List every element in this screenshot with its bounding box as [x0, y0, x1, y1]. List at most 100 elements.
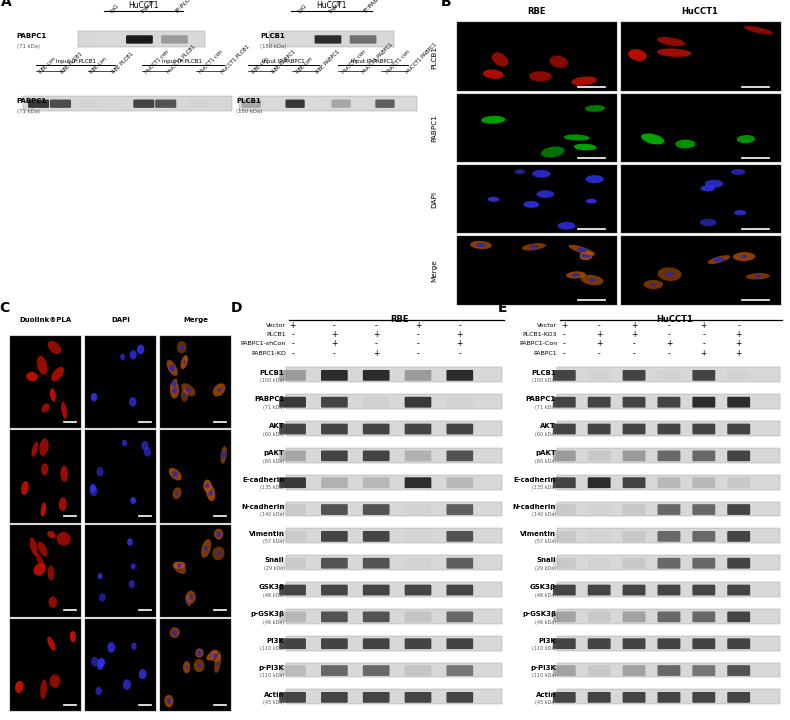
Circle shape: [167, 698, 171, 704]
Text: +: +: [373, 330, 379, 339]
FancyBboxPatch shape: [692, 504, 715, 515]
Bar: [558, 421, 781, 436]
Text: AKT: AKT: [540, 423, 556, 429]
Text: RBE con: RBE con: [89, 56, 107, 75]
FancyBboxPatch shape: [657, 370, 680, 381]
Ellipse shape: [206, 650, 217, 660]
Text: (150 kDa): (150 kDa): [260, 45, 287, 50]
Ellipse shape: [40, 680, 47, 699]
Ellipse shape: [214, 528, 224, 540]
Text: PLCB1: PLCB1: [260, 33, 284, 39]
Text: -: -: [458, 320, 461, 330]
Circle shape: [97, 662, 103, 670]
Text: AKT: AKT: [269, 423, 284, 429]
Text: D: D: [231, 301, 242, 315]
Circle shape: [701, 185, 715, 192]
Text: DAPI: DAPI: [111, 318, 130, 323]
Circle shape: [523, 201, 539, 208]
Text: +: +: [596, 330, 602, 339]
FancyBboxPatch shape: [363, 397, 389, 408]
Text: PLCB1: PLCB1: [260, 369, 284, 376]
FancyBboxPatch shape: [657, 531, 680, 541]
Ellipse shape: [206, 484, 215, 501]
FancyBboxPatch shape: [623, 639, 645, 649]
FancyBboxPatch shape: [728, 477, 750, 488]
FancyBboxPatch shape: [623, 531, 645, 541]
Text: Snail: Snail: [265, 557, 284, 564]
FancyBboxPatch shape: [657, 477, 680, 488]
Text: -: -: [292, 330, 294, 339]
Ellipse shape: [47, 565, 55, 580]
Bar: [286, 367, 502, 382]
Circle shape: [120, 354, 125, 360]
Ellipse shape: [220, 446, 227, 464]
Text: (140 kDa): (140 kDa): [261, 512, 284, 517]
FancyBboxPatch shape: [588, 558, 611, 569]
Circle shape: [179, 345, 183, 349]
Ellipse shape: [185, 595, 191, 606]
Ellipse shape: [641, 133, 664, 145]
Text: HuCCT1: HuCCT1: [682, 6, 719, 16]
Text: (46 kDa): (46 kDa): [535, 620, 556, 624]
Circle shape: [208, 490, 213, 495]
Bar: [558, 689, 781, 704]
FancyBboxPatch shape: [692, 692, 715, 703]
FancyBboxPatch shape: [446, 692, 473, 703]
Text: -: -: [374, 339, 378, 348]
Circle shape: [216, 551, 220, 556]
FancyBboxPatch shape: [623, 692, 645, 703]
Circle shape: [107, 642, 115, 652]
Bar: [558, 662, 781, 678]
Circle shape: [529, 245, 539, 249]
Ellipse shape: [164, 695, 174, 707]
FancyBboxPatch shape: [623, 611, 645, 622]
Ellipse shape: [50, 674, 60, 688]
FancyBboxPatch shape: [692, 665, 715, 676]
Text: (60 kDa): (60 kDa): [264, 432, 284, 437]
Ellipse shape: [181, 383, 195, 396]
FancyBboxPatch shape: [279, 639, 306, 649]
Ellipse shape: [169, 468, 182, 480]
FancyBboxPatch shape: [446, 639, 473, 649]
Ellipse shape: [657, 37, 685, 46]
Circle shape: [476, 243, 486, 247]
FancyBboxPatch shape: [404, 397, 431, 408]
Bar: [558, 636, 781, 650]
FancyBboxPatch shape: [279, 611, 306, 622]
Text: -: -: [633, 339, 635, 348]
Text: RBE: RBE: [527, 6, 545, 16]
Ellipse shape: [213, 383, 226, 397]
Text: Input IP:PABPC1: Input IP:PABPC1: [352, 59, 394, 64]
Circle shape: [731, 169, 745, 175]
Text: p-GSK3β: p-GSK3β: [250, 611, 284, 617]
Ellipse shape: [61, 402, 67, 419]
Text: HuCCT1 con: HuCCT1 con: [341, 49, 367, 75]
FancyBboxPatch shape: [321, 692, 348, 703]
Ellipse shape: [173, 562, 186, 574]
Ellipse shape: [41, 464, 48, 475]
FancyBboxPatch shape: [588, 451, 611, 462]
Text: RBE PLCB1: RBE PLCB1: [61, 51, 84, 75]
Text: HuCCT1 con: HuCCT1 con: [198, 49, 224, 75]
FancyBboxPatch shape: [363, 423, 389, 434]
Circle shape: [129, 397, 137, 407]
FancyBboxPatch shape: [446, 585, 473, 595]
Ellipse shape: [33, 563, 46, 576]
Text: +: +: [701, 320, 707, 330]
Text: HuCCT1: HuCCT1: [316, 1, 347, 10]
Text: C: C: [0, 301, 9, 315]
Bar: [286, 555, 502, 570]
Circle shape: [217, 387, 220, 392]
Circle shape: [91, 657, 99, 667]
FancyBboxPatch shape: [363, 665, 389, 676]
Bar: [78, 32, 205, 47]
Text: +: +: [457, 339, 463, 348]
Circle shape: [137, 345, 145, 354]
FancyBboxPatch shape: [261, 99, 280, 108]
Circle shape: [186, 665, 188, 669]
Circle shape: [127, 539, 133, 546]
FancyBboxPatch shape: [404, 370, 431, 381]
Circle shape: [514, 169, 525, 174]
Circle shape: [589, 279, 596, 282]
Text: PABPC1: PABPC1: [526, 397, 556, 402]
